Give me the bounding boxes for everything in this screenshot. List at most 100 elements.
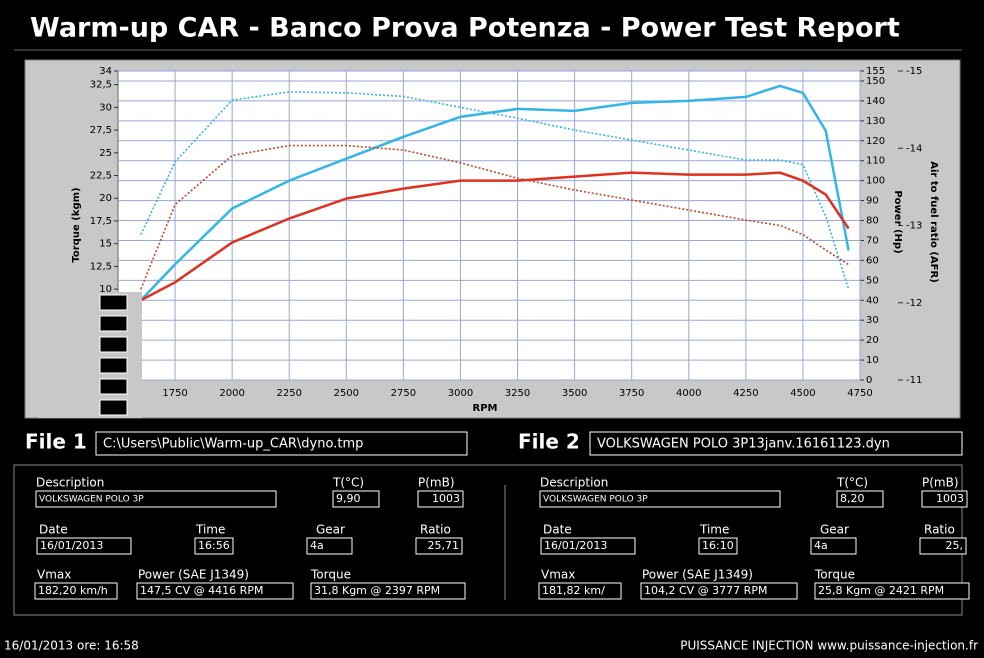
y2-tick-label: 120 xyxy=(866,136,885,147)
legend-box xyxy=(38,292,142,418)
field-box xyxy=(415,537,463,555)
field-box xyxy=(810,537,857,555)
legend-swatch xyxy=(99,378,128,395)
field-value: 16:10 xyxy=(702,539,734,552)
x-tick-label: 3250 xyxy=(505,388,530,399)
field-value: 1003 xyxy=(432,492,460,505)
legend-swatch xyxy=(99,294,128,311)
y2-tick-label: 50 xyxy=(866,275,879,286)
y-tick-label: 22,5 xyxy=(90,171,112,182)
y-tick-label: 10 xyxy=(99,284,112,295)
field-value: 16/01/2013 xyxy=(544,539,607,552)
field-value: 1003 xyxy=(936,492,964,505)
series-line xyxy=(139,84,850,302)
field-label: Power (SAE J1349) xyxy=(642,568,753,582)
field-value: VOLKSWAGEN POLO 3P xyxy=(543,495,648,505)
y2-tick-label: 110 xyxy=(866,156,885,167)
field-label: Date xyxy=(543,523,572,537)
x-tick-label: 2000 xyxy=(219,388,244,399)
y2-tick-label: 80 xyxy=(866,216,879,227)
field-label: T(°C) xyxy=(836,476,868,490)
field-box xyxy=(814,582,970,600)
field-label: Description xyxy=(540,476,608,490)
x-tick-label: 3750 xyxy=(619,388,644,399)
field-label: Torque xyxy=(814,568,855,582)
y3-axis-label: Air to fuel ratio (AFR) xyxy=(928,161,939,283)
field-label: P(mB) xyxy=(922,476,959,490)
y2-tick-label: 0 xyxy=(866,375,872,386)
field-box xyxy=(332,490,380,508)
file-name-box xyxy=(95,431,468,456)
field-value: 4a xyxy=(814,539,828,552)
y-tick-label: 17,5 xyxy=(90,216,112,227)
y2-tick-label: 90 xyxy=(866,196,879,207)
y-tick-label: 34 xyxy=(99,66,112,77)
field-box xyxy=(640,582,798,600)
x-tick-label: 1750 xyxy=(162,388,187,399)
field-value: 4a xyxy=(310,539,324,552)
x-tick-label: 4250 xyxy=(733,388,758,399)
x-tick-label: 3000 xyxy=(448,388,473,399)
field-label: P(mB) xyxy=(418,476,455,490)
x-tick-label: 2500 xyxy=(334,388,359,399)
x-tick-label: 4500 xyxy=(790,388,815,399)
series-line xyxy=(140,171,850,302)
legend-swatch xyxy=(99,336,128,353)
series-line xyxy=(140,144,850,290)
field-label: Vmax xyxy=(37,568,71,582)
file-label: File 2 xyxy=(518,430,580,454)
field-label: Time xyxy=(699,523,729,537)
field-box xyxy=(538,582,622,600)
field-value: 147,5 CV @ 4416 RPM xyxy=(140,584,263,597)
legend-swatch xyxy=(99,315,128,332)
y2-axis-label: Power (Hp) xyxy=(892,190,903,253)
y2-tick-label: 150 xyxy=(866,76,885,87)
y2-tick-label: 40 xyxy=(866,295,879,306)
x-tick-label: 3500 xyxy=(562,388,587,399)
y2-tick-label: 140 xyxy=(866,96,885,107)
field-box xyxy=(540,537,636,555)
x-tick-label: 4000 xyxy=(676,388,701,399)
y2-tick-label: 130 xyxy=(866,116,885,127)
field-box xyxy=(921,490,968,508)
x-tick-label: 2250 xyxy=(277,388,302,399)
y-tick-label: 32,5 xyxy=(90,80,112,91)
y2-tick-label: 70 xyxy=(866,235,879,246)
plot-area xyxy=(117,70,861,381)
field-label: Ratio xyxy=(420,523,451,537)
y2-tick-label: 20 xyxy=(866,335,879,346)
field-box xyxy=(919,537,967,555)
y3-tick-label: -14 xyxy=(906,143,922,154)
field-label: Power (SAE J1349) xyxy=(138,568,249,582)
x-tick-label: 2750 xyxy=(391,388,416,399)
y-tick-label: 20 xyxy=(99,193,112,204)
field-label: Description xyxy=(36,476,104,490)
x-tick-label: 4750 xyxy=(847,388,872,399)
y-tick-label: 25 xyxy=(99,148,112,159)
y2-tick-label: 30 xyxy=(866,315,879,326)
field-box xyxy=(836,490,884,508)
field-box xyxy=(698,537,738,555)
field-value: 16:56 xyxy=(198,539,230,552)
field-value: 25,8 Kgm @ 2421 RPM xyxy=(818,584,944,597)
file-name: VOLKSWAGEN POLO 3P13janv.16161123.dyn xyxy=(597,437,890,452)
field-box xyxy=(136,582,294,600)
field-box xyxy=(35,490,277,508)
field-value: 25, xyxy=(946,539,964,552)
field-box xyxy=(417,490,464,508)
field-box xyxy=(539,490,781,508)
field-value: 181,82 km/ xyxy=(542,584,605,597)
y-tick-label: 30 xyxy=(99,102,112,113)
y-tick-label: 15 xyxy=(99,239,112,250)
file-name-box xyxy=(589,431,963,456)
field-box xyxy=(36,537,132,555)
y2-tick-label: 155 xyxy=(866,66,885,77)
field-value: 104,2 CV @ 3777 RPM xyxy=(644,584,767,597)
field-box xyxy=(34,582,118,600)
field-label: Time xyxy=(195,523,225,537)
field-label: Gear xyxy=(820,523,849,537)
file-label: File 1 xyxy=(25,430,87,454)
field-value: VOLKSWAGEN POLO 3P xyxy=(39,495,144,505)
field-box xyxy=(310,582,466,600)
